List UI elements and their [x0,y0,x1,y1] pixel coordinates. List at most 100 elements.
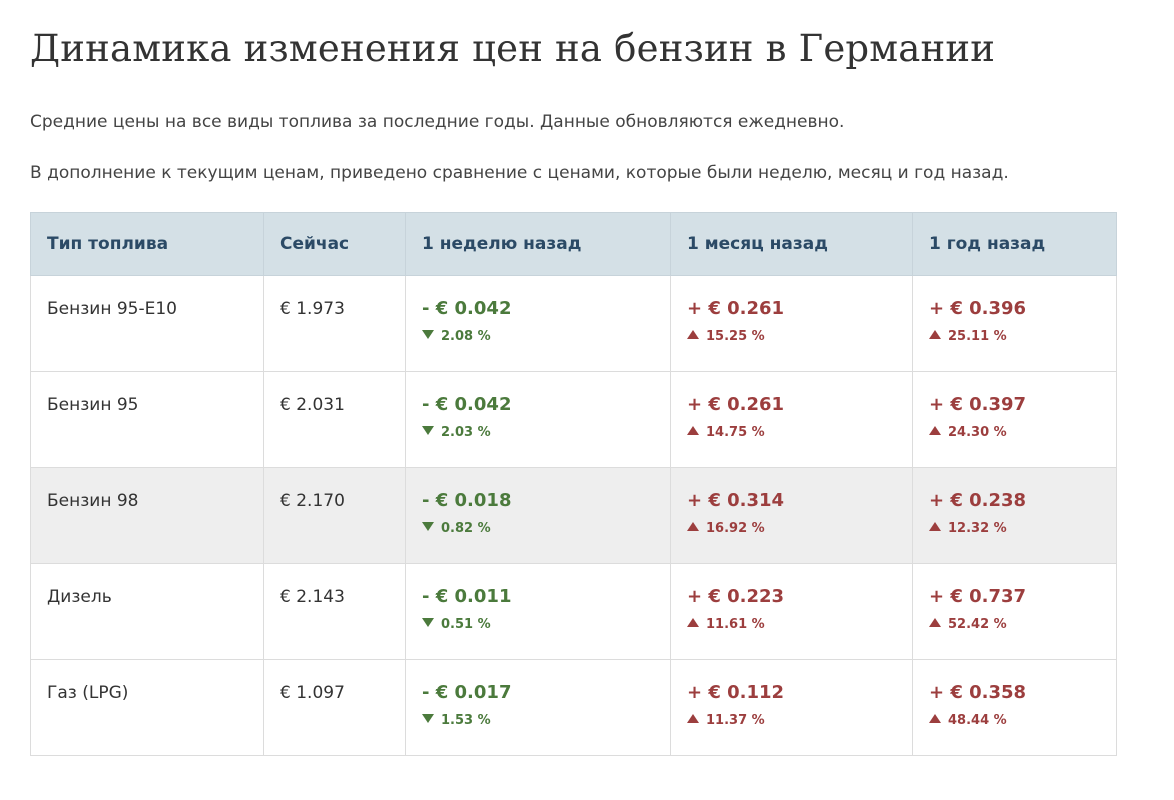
current-price: € 1.973 [280,299,345,319]
year-change-value: + € 0.737 [929,586,1027,607]
year-change-cell: + € 0.737 52.42 % [912,563,1117,660]
year-change-percent: 12.32 % [929,520,1116,538]
current-price-cell: € 2.143 [263,563,406,660]
week-change-percent: 0.82 % [422,520,670,538]
percent-text: 24.30 % [948,425,1007,440]
week-change-value: - € 0.017 [422,682,512,703]
fuel-type: Бензин 95-E10 [47,299,177,319]
intro-paragraph-2: В дополнение к текущим ценам, приведено … [30,163,1009,183]
triangle-up-icon [929,714,941,723]
header-week-ago: 1 неделю назад [405,212,671,276]
percent-text: 16.92 % [706,521,765,536]
table-header-row: Тип топлива Сейчас 1 неделю назад 1 меся… [30,212,1117,276]
percent-text: 2.08 % [441,329,491,344]
week-change-percent: 1.53 % [422,712,670,730]
current-price-cell: € 1.097 [263,659,406,756]
week-change-value: - € 0.018 [422,490,512,511]
week-change-cell: - € 0.011 0.51 % [405,563,671,660]
year-change-cell: + € 0.396 25.11 % [912,275,1117,372]
percent-text: 52.42 % [948,617,1007,632]
triangle-up-icon [687,426,699,435]
year-change-value: + € 0.358 [929,682,1027,703]
year-change-value: + € 0.397 [929,394,1027,415]
table-row: Бензин 95-E10 € 1.973 - € 0.042 2.08 % +… [30,275,1117,372]
fuel-type: Бензин 98 [47,491,139,511]
triangle-down-icon [422,714,434,723]
page-content: Динамика изменения цен на бензин в Герма… [30,0,1117,756]
year-change-percent: 25.11 % [929,328,1116,346]
fuel-type-cell: Бензин 95-E10 [30,275,264,372]
week-change-value: - € 0.042 [422,394,512,415]
page-title: Динамика изменения цен на бензин в Герма… [30,27,996,70]
week-change-percent: 2.03 % [422,424,670,442]
triangle-up-icon [687,330,699,339]
header-year-ago: 1 год назад [912,212,1117,276]
week-change-value: - € 0.011 [422,586,512,607]
table-row: Дизель € 2.143 - € 0.011 0.51 % + € 0.22… [30,563,1117,660]
current-price: € 2.170 [280,491,345,511]
table-header: Тип топлива Сейчас 1 неделю назад 1 меся… [30,212,1117,276]
triangle-up-icon [929,618,941,627]
triangle-down-icon [422,522,434,531]
current-price-cell: € 1.973 [263,275,406,372]
month-change-percent: 16.92 % [687,520,912,538]
month-change-percent: 15.25 % [687,328,912,346]
month-change-value: + € 0.261 [687,298,785,319]
fuel-type-cell: Дизель [30,563,264,660]
triangle-up-icon [687,522,699,531]
month-change-value: + € 0.223 [687,586,785,607]
current-price: € 1.097 [280,683,345,703]
month-change-cell: + € 0.261 14.75 % [670,371,913,468]
month-change-percent: 11.37 % [687,712,912,730]
triangle-down-icon [422,618,434,627]
percent-text: 11.37 % [706,713,765,728]
year-change-percent: 52.42 % [929,616,1116,634]
intro-paragraph-1: Средние цены на все виды топлива за посл… [30,112,845,132]
fuel-type-cell: Газ (LPG) [30,659,264,756]
month-change-cell: + € 0.314 16.92 % [670,467,913,564]
fuel-type: Дизель [47,587,112,607]
week-change-cell: - € 0.017 1.53 % [405,659,671,756]
table-row: Газ (LPG) € 1.097 - € 0.017 1.53 % + € 0… [30,659,1117,756]
week-change-cell: - € 0.018 0.82 % [405,467,671,564]
week-change-percent: 0.51 % [422,616,670,634]
triangle-up-icon [687,714,699,723]
year-change-value: + € 0.238 [929,490,1027,511]
year-change-percent: 24.30 % [929,424,1116,442]
week-change-value: - € 0.042 [422,298,512,319]
month-change-value: + € 0.261 [687,394,785,415]
percent-text: 12.32 % [948,521,1007,536]
triangle-up-icon [929,330,941,339]
table-body: Бензин 95-E10 € 1.973 - € 0.042 2.08 % +… [30,275,1117,756]
year-change-cell: + € 0.238 12.32 % [912,467,1117,564]
fuel-type-cell: Бензин 95 [30,371,264,468]
current-price-cell: € 2.031 [263,371,406,468]
fuel-type-cell: Бензин 98 [30,467,264,564]
percent-text: 48.44 % [948,713,1007,728]
week-change-percent: 2.08 % [422,328,670,346]
header-now: Сейчас [263,212,406,276]
percent-text: 2.03 % [441,425,491,440]
fuel-prices-table: Тип топлива Сейчас 1 неделю назад 1 меся… [30,212,1117,756]
year-change-value: + € 0.396 [929,298,1027,319]
triangle-down-icon [422,330,434,339]
triangle-up-icon [929,426,941,435]
triangle-up-icon [929,522,941,531]
week-change-cell: - € 0.042 2.08 % [405,275,671,372]
month-change-cell: + € 0.112 11.37 % [670,659,913,756]
year-change-percent: 48.44 % [929,712,1116,730]
month-change-cell: + € 0.261 15.25 % [670,275,913,372]
triangle-down-icon [422,426,434,435]
month-change-value: + € 0.314 [687,490,785,511]
percent-text: 11.61 % [706,617,765,632]
percent-text: 0.51 % [441,617,491,632]
percent-text: 14.75 % [706,425,765,440]
percent-text: 25.11 % [948,329,1007,344]
table-row-highlighted: Бензин 98 € 2.170 - € 0.018 0.82 % + € 0… [30,467,1117,564]
percent-text: 1.53 % [441,713,491,728]
month-change-percent: 14.75 % [687,424,912,442]
month-change-value: + € 0.112 [687,682,785,703]
percent-text: 0.82 % [441,521,491,536]
current-price-cell: € 2.170 [263,467,406,564]
header-fuel-type: Тип топлива [30,212,264,276]
